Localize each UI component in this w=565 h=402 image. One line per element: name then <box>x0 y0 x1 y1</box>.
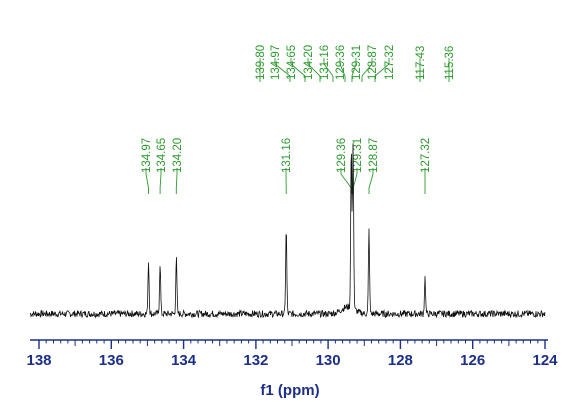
top-peak-leader-6 <box>351 58 357 82</box>
inset-peak-leader-0 <box>145 168 149 194</box>
x-axis-title: f1 (ppm) <box>260 382 319 399</box>
inset-peak-label-6: 128.87 <box>368 138 380 173</box>
inset-peak-leader-1 <box>159 168 162 194</box>
x-tick-label-128: 128 <box>388 352 413 369</box>
inset-peak-label-7: 127.32 <box>420 138 432 173</box>
spectrum <box>29 143 546 319</box>
top-peak-leader-8 <box>374 58 390 82</box>
inset-peak-label-2: 134.20 <box>172 138 184 173</box>
inset-peak-leader-6 <box>368 168 374 194</box>
inset-peak-label-0: 134.97 <box>141 138 153 173</box>
x-tick-label-136: 136 <box>99 352 124 369</box>
inset-peak-label-3: 131.16 <box>281 138 293 173</box>
inset-peak-label-1: 134.65 <box>156 138 168 173</box>
top-peak-label-7: 128.87 <box>367 45 379 80</box>
top-peak-leader-4 <box>323 58 334 82</box>
top-peak-leader-3 <box>307 58 321 82</box>
inset-peak-leader-2 <box>175 168 178 194</box>
x-tick-label-138: 138 <box>26 352 51 369</box>
top-peak-label-2: 134.65 <box>286 45 298 80</box>
inset-peak-leader-4 <box>340 168 352 194</box>
top-peak-leader-5 <box>339 58 346 82</box>
top-peak-label-3: 134.20 <box>303 45 315 80</box>
x-tick-label-126: 126 <box>460 352 485 369</box>
x-axis: 138 136 134 132 130 128 126 124 <box>26 339 558 369</box>
top-peak-label-10: 115.36 <box>444 46 456 80</box>
inset-peak-labels: 134.97 134.65 134.20 131.16 129.36 129.31 128.… <box>141 138 432 194</box>
top-peak-label-9: 117.43 <box>415 46 427 80</box>
top-peak-labels: 139.80 134.97 134.65 134.20 131.16 129.36 129.… <box>255 45 456 82</box>
top-peak-leader-1 <box>274 58 291 82</box>
inset-peak-leader-5 <box>352 168 358 194</box>
inset-peak-label-5: 129.31 <box>352 138 364 173</box>
x-tick-label-124: 124 <box>532 352 558 369</box>
top-peak-label-1: 134.97 <box>270 45 282 80</box>
top-peak-label-4: 131.16 <box>319 45 331 80</box>
top-peak-label-8: 127.32 <box>384 45 396 80</box>
top-peak-label-0: 139.80 <box>255 45 267 80</box>
x-tick-label-132: 132 <box>243 352 268 369</box>
top-peak-leader-7 <box>361 58 373 82</box>
top-peak-label-5: 129.36 <box>335 45 347 80</box>
inset-peak-label-4: 129.36 <box>336 138 348 173</box>
spectrum-trace <box>29 143 546 319</box>
x-tick-label-134: 134 <box>171 352 197 369</box>
top-peak-leader-2 <box>290 58 306 82</box>
x-tick-label-130: 130 <box>316 352 341 369</box>
